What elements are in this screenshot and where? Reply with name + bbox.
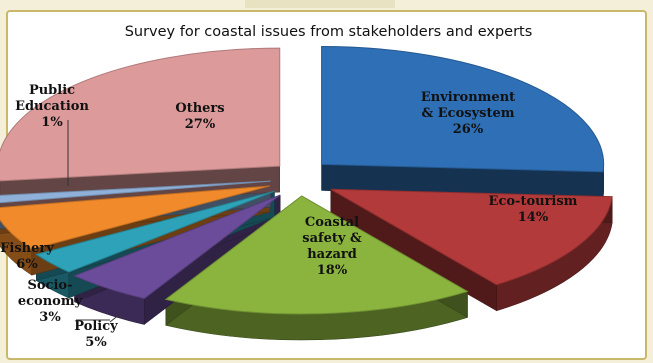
label-policy-line-1: 5% [85,335,107,350]
label-fishery: Fishery 6% [0,241,54,272]
label-ecotourism-line-0: Eco-tourism [489,194,578,209]
leader-lines [67,120,121,323]
label-environment: Environment & Ecosystem 26% [421,90,515,137]
pie-slice-ecotourism [330,188,613,286]
label-fishery-line-0: Fishery [0,241,54,256]
label-coastal-line-1: safety & [302,231,362,246]
leader-policy [109,313,121,323]
label-others: Others 27% [175,101,224,132]
label-coastal-line-2: hazard [307,247,357,262]
pie-slice-environment [321,45,605,173]
label-environment-line-1: & Ecosystem [422,106,515,121]
label-coastal: Coastal safety & hazard 18% [302,215,362,278]
label-public-line-2: 1% [41,115,63,130]
label-socio: Socio-economy 3% [18,278,83,325]
label-public-line-0: Public [29,83,75,98]
label-socio-line-0: Socio- [28,278,73,293]
label-policy-line-0: Policy [74,319,118,334]
label-public: Public Education 1% [15,83,89,130]
label-socio-line-2: 3% [39,310,61,325]
label-environment-line-2: 26% [453,122,484,137]
pie-slice-policy [73,194,281,300]
pie-slice-others [0,47,281,182]
top-strip [245,0,395,8]
label-environment-line-0: Environment [421,90,515,105]
label-public-line-1: Education [15,99,89,114]
pie-slice-socio [35,190,275,273]
chart-title: Survey for coastal issues from stakehold… [124,24,533,40]
label-ecotourism: Eco-tourism 14% [489,194,578,225]
label-fishery-line-1: 6% [16,257,38,272]
label-ecotourism-line-1: 14% [518,210,549,225]
label-policy: Policy 5% [74,319,118,350]
pie-slice-fishery [0,185,271,250]
label-coastal-line-3: 18% [317,263,348,278]
label-coastal-line-0: Coastal [305,215,359,230]
label-socio-line-1: economy [18,294,83,309]
pie-slice-coastal [164,195,469,315]
label-others-line-1: 27% [185,117,216,132]
pie-slice-public [0,180,271,204]
label-others-line-0: Others [175,101,224,116]
pie-top-faces [0,45,613,315]
pie-labels: Environment & Ecosystem 26% Eco-tourism 14% C… [0,83,577,350]
